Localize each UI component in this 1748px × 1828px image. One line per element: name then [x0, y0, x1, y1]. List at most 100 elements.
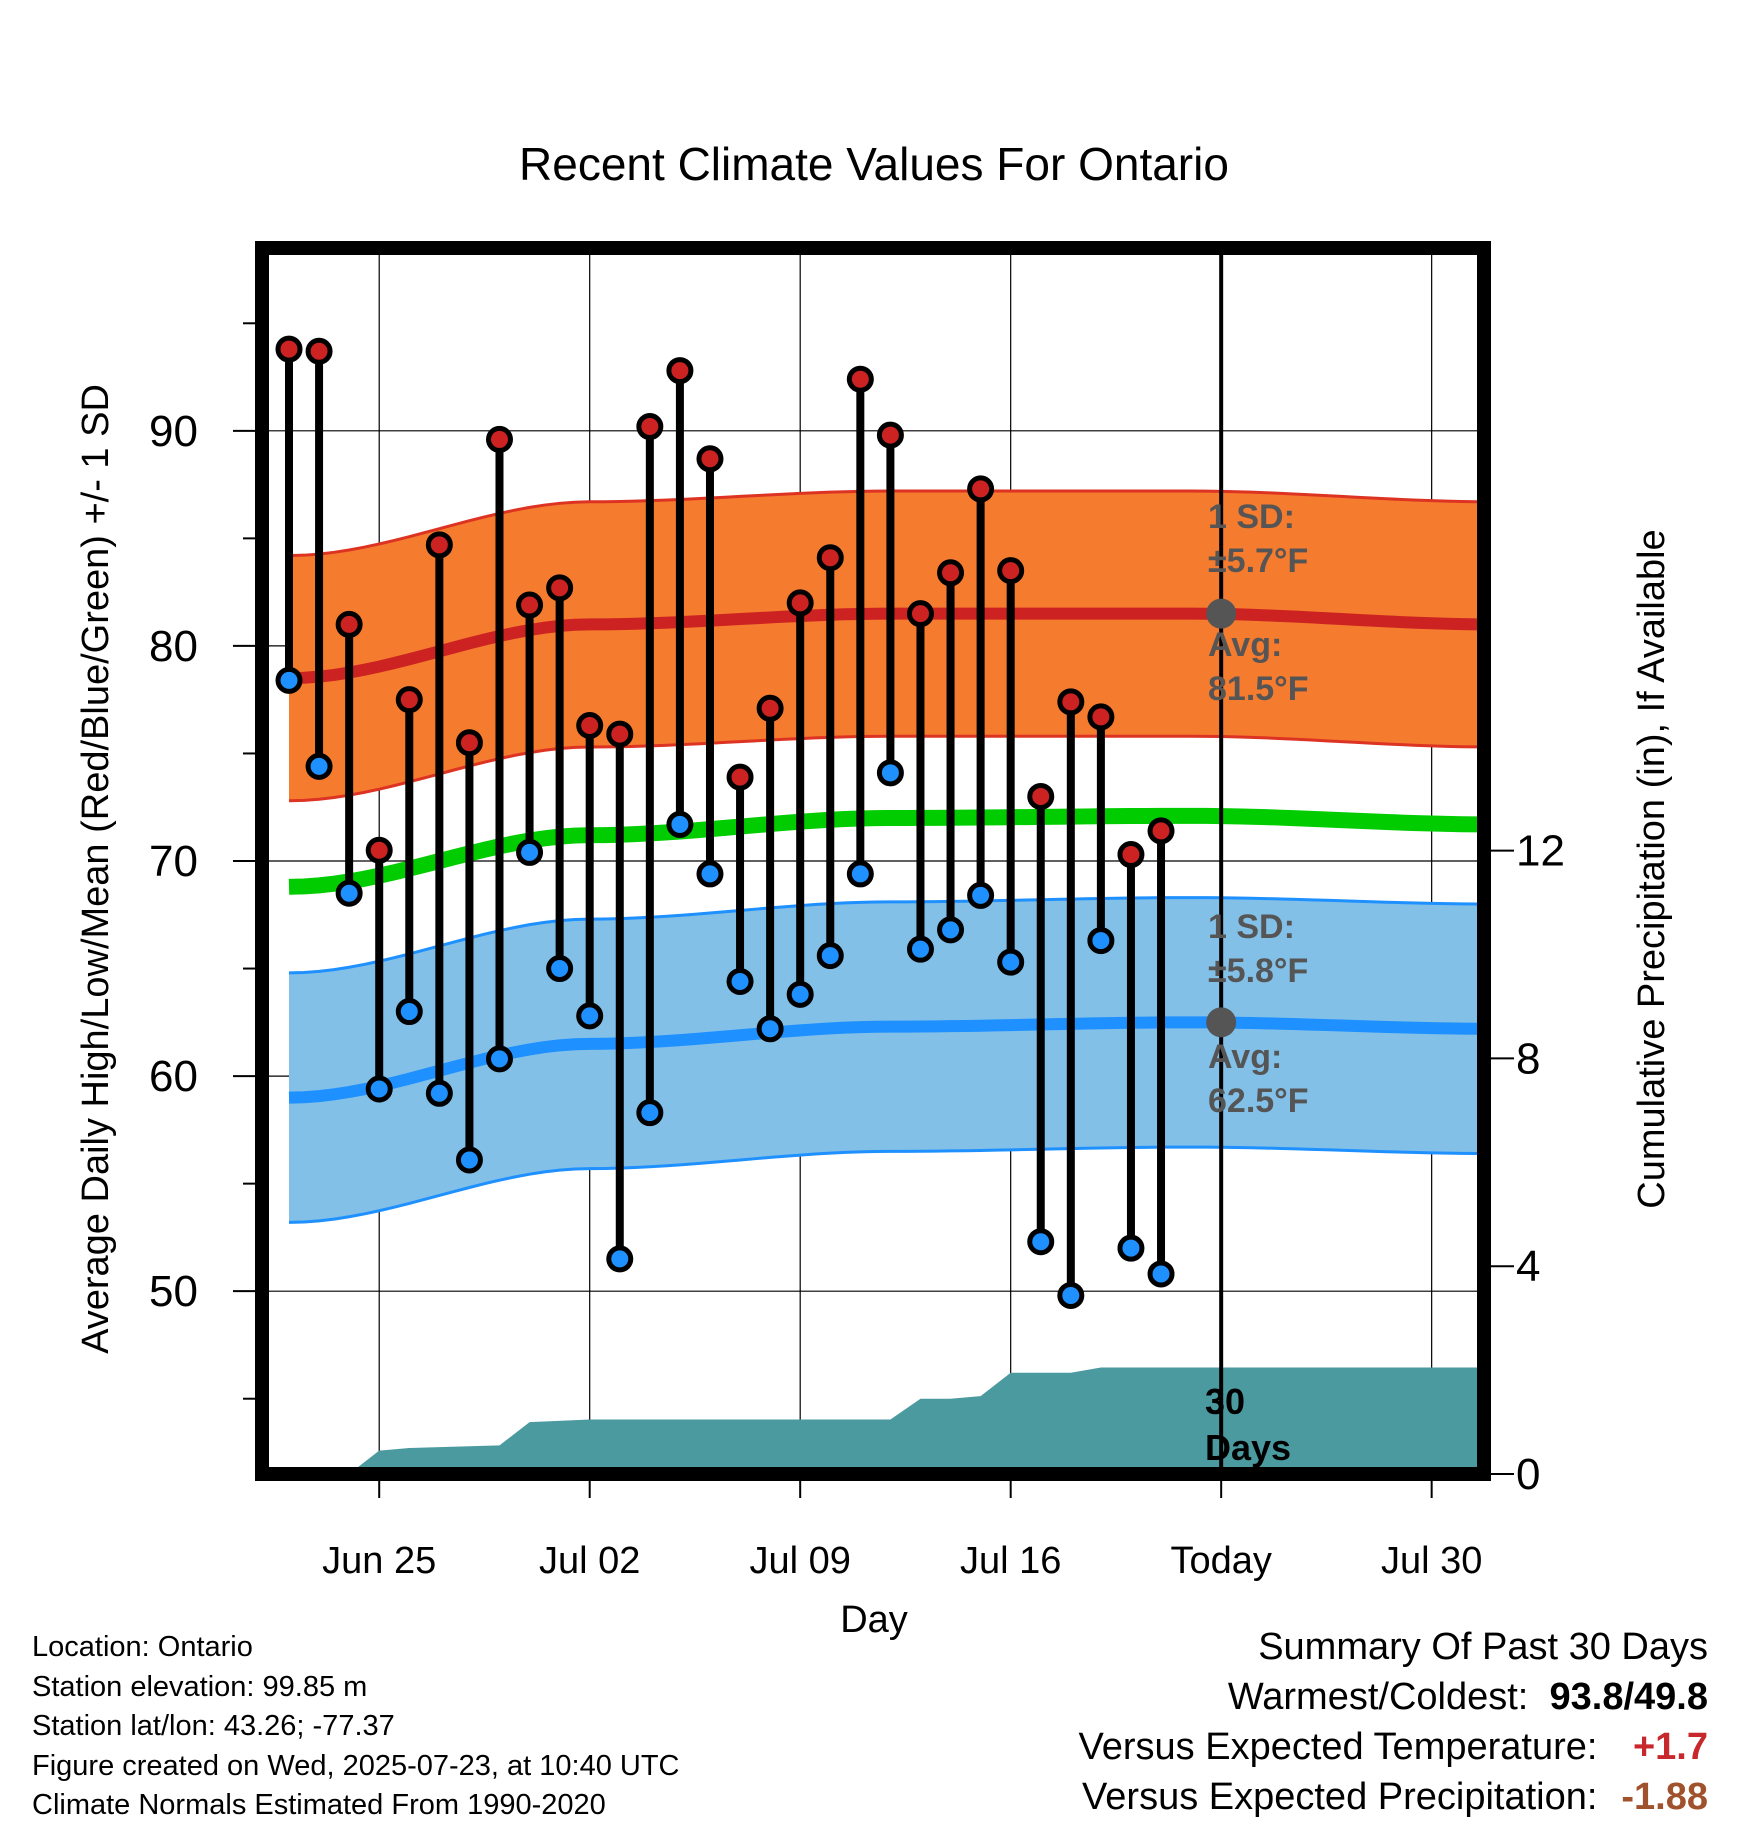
high-point [786, 589, 814, 617]
created-text: Figure created on Wed, 2025-07-23, at 10… [32, 1749, 680, 1782]
precipitation-area [289, 1367, 1478, 1474]
temp-row: Versus Expected Temperature: +1.7 [1079, 1722, 1708, 1772]
x-tick-label: Today [1170, 1540, 1271, 1582]
y2-tick-label: 12 [1516, 827, 1565, 876]
high-point [395, 686, 423, 714]
low-point [997, 948, 1025, 976]
x-tick-label: Jul 16 [960, 1540, 1061, 1582]
summary-title: Summary Of Past 30 Days [1258, 1626, 1708, 1668]
low-point [967, 881, 995, 909]
low-point [546, 955, 574, 983]
x-tick-label: Jul 30 [1381, 1540, 1482, 1582]
x-tick-label: Jul 02 [539, 1540, 640, 1582]
high-point [967, 475, 995, 503]
low-point [606, 1245, 634, 1273]
high-point [425, 531, 453, 559]
low-avg-label: Avg: [1208, 1038, 1282, 1076]
x-tick-label: Jun 25 [322, 1540, 436, 1582]
y2-tick-label: 4 [1516, 1242, 1540, 1291]
high-average-dot [1206, 598, 1237, 629]
low-point [1147, 1260, 1175, 1288]
y2-tick-label: 8 [1516, 1034, 1540, 1083]
high-point [365, 836, 393, 864]
axes: Jun 25 Jul 02 Jul 09 Jul 16 Today Jul 30 50 60 7… [149, 322, 1565, 1582]
low-point [726, 967, 754, 995]
low-point [1027, 1228, 1055, 1256]
precip-value: -1.88 [1621, 1776, 1708, 1818]
daily-points [275, 335, 1175, 1309]
station-info: Location: Ontario Station elevation: 99.… [32, 1628, 680, 1826]
temp-label: Versus Expected Temperature: [1078, 1726, 1598, 1768]
y2-tick-label: 0 [1516, 1450, 1540, 1499]
low-point [1087, 927, 1115, 955]
high-point [546, 574, 574, 602]
high-point [455, 729, 483, 757]
plot-frame [255, 241, 1491, 1481]
low-sd-band-lower-edge [288, 1145, 1479, 1224]
summary-panel: Summary Of Past 30 Days Warmest/Coldest:… [1079, 1622, 1708, 1822]
y-tick-label: 50 [149, 1267, 198, 1316]
high-point [516, 591, 544, 619]
temp-value: +1.7 [1632, 1726, 1708, 1768]
low-point [846, 860, 874, 888]
mean-average-line [288, 807, 1479, 895]
low-average-dot [1206, 1007, 1237, 1038]
high-point [636, 413, 664, 441]
frame-border [255, 241, 1491, 1481]
days-count-label: 30 [1205, 1381, 1245, 1422]
high-point [906, 600, 934, 628]
low-point [485, 1045, 513, 1073]
high-point [876, 421, 904, 449]
y-tick-label: 70 [149, 837, 198, 886]
high-point [1087, 703, 1115, 731]
high-point [666, 357, 694, 385]
low-point [1057, 1281, 1085, 1309]
low-sd-label: 1 SD: [1208, 908, 1295, 946]
low-point [305, 752, 333, 780]
low-point [335, 879, 363, 907]
low-point [425, 1079, 453, 1107]
low-point [455, 1146, 483, 1174]
high-point [576, 711, 604, 739]
high-point [606, 720, 634, 748]
high-point [937, 559, 965, 587]
low-point [756, 1015, 784, 1043]
chart-title: Recent Climate Values For Ontario [519, 138, 1229, 190]
low-sd-band-upper-edge [288, 896, 1479, 975]
normals-text: Climate Normals Estimated From 1990-2020 [32, 1789, 606, 1821]
low-point [636, 1099, 664, 1127]
days-word-label: Days [1205, 1427, 1291, 1468]
high-point [335, 610, 363, 638]
low-point [786, 980, 814, 1008]
high-point [997, 557, 1025, 585]
high-point [1027, 782, 1055, 810]
low-point [516, 838, 544, 866]
y-tick-label: 80 [149, 622, 198, 671]
low-point [696, 860, 724, 888]
low-point [1117, 1234, 1145, 1262]
warmest-value: 93.8 [1549, 1676, 1624, 1718]
low-point [816, 942, 844, 970]
high-point [696, 445, 724, 473]
x-tick-label: Jul 09 [749, 1540, 850, 1582]
x-axis-label: Day [840, 1599, 908, 1641]
low-point [365, 1075, 393, 1103]
precip-row: Versus Expected Precipitation: -1.88 [1079, 1772, 1708, 1822]
high-sd-value: ±5.7°F [1208, 542, 1308, 580]
high-avg-label: Avg: [1208, 626, 1282, 664]
y2-axis-label: Cumulative Precipitation (in), If Availa… [1631, 529, 1673, 1208]
high-point [816, 544, 844, 572]
high-sd-label: 1 SD: [1208, 498, 1295, 536]
precipitation-fill [289, 1367, 1478, 1474]
location-text: Location: Ontario [32, 1631, 253, 1663]
high-point [756, 694, 784, 722]
annotations: 1 SD: ±5.7°F Avg: 81.5°F 1 SD: ±5.8°F Avg: 62.5… [1205, 498, 1309, 1468]
y-tick-label: 60 [149, 1052, 198, 1101]
high-point [1057, 688, 1085, 716]
low-point [906, 935, 934, 963]
high-point [305, 337, 333, 365]
normal-bands [288, 489, 1479, 1224]
low-avg-value: 62.5°F [1208, 1082, 1309, 1120]
high-point [846, 365, 874, 393]
